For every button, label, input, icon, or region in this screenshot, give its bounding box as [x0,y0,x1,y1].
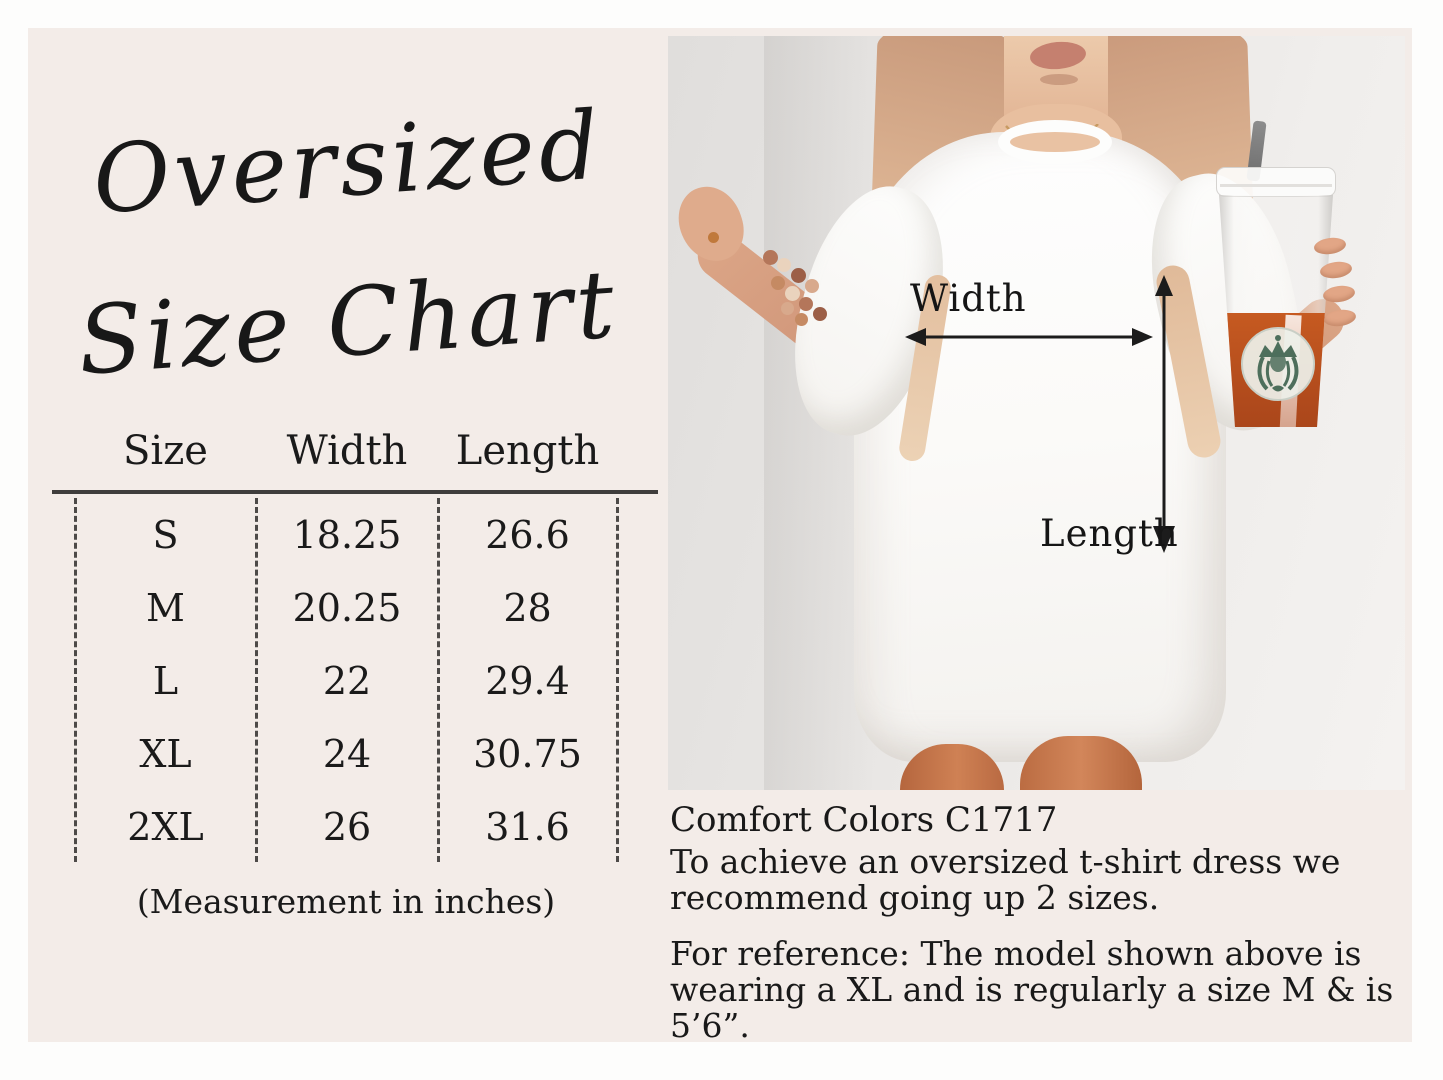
length-label: Length [1040,512,1179,555]
table-row: S 18.25 26.6 [75,498,617,571]
product-details: Comfort Colors C1717 To achieve an overs… [670,800,1406,1064]
width-label: Width [910,277,1027,320]
reference-note: For reference: The model shown above is … [670,936,1406,1044]
sizing-note-line: To achieve an oversized t-shirt dress we [670,842,1341,881]
measurement-units-note: (Measurement in inches) [136,882,556,921]
chin-shadow [1040,74,1078,85]
cell-size: L [152,658,179,703]
reference-note-line: 5’6”. [670,1006,750,1045]
table-top-rule [52,490,658,494]
column-header-width: Width [286,428,408,474]
cell-length: 28 [503,585,552,630]
size-table-body: S 18.25 26.6 M 20.25 28 L 22 29.4 XL 24 … [75,498,617,863]
reference-note-line: wearing a XL and is regularly a size M &… [670,970,1394,1009]
cell-width: 18.25 [292,512,402,557]
column-header-size: Size [123,428,208,474]
bracelet-bead [781,302,794,315]
measurement-arrows [905,275,1175,553]
cup-body [1219,195,1333,427]
table-row: XL 24 30.75 [75,717,617,790]
cell-width: 20.25 [292,585,402,630]
length-arrow [1153,275,1175,553]
bracelet-bead [771,276,785,290]
table-row: L 22 29.4 [75,644,617,717]
table-row: 2XL 26 31.6 [75,790,617,863]
cell-size: 2XL [127,804,204,849]
cell-size: S [152,512,179,557]
column-header-length: Length [455,428,600,474]
bracelet-bead [777,258,791,272]
cup-lid [1216,167,1336,197]
starbucks-siren-icon [1241,327,1315,401]
table-rule-col2 [437,498,440,862]
cup-lid-seam [1220,184,1332,187]
bracelet-bead [785,286,800,301]
ring [708,232,719,243]
sizing-note: To achieve an oversized t-shirt dress we… [670,844,1406,916]
page-title-line1: Oversized [89,91,607,236]
cell-length: 31.6 [485,804,570,849]
width-arrow [905,328,1153,346]
starbucks-cup [1216,120,1341,433]
cell-size: M [146,585,185,630]
bracelet-bead [763,250,778,265]
product-name: Comfort Colors C1717 [670,800,1058,840]
table-rule-col1 [255,498,258,862]
cell-size: XL [139,731,192,776]
sizing-note-line: recommend going up 2 sizes. [670,878,1160,917]
size-table-header: Size Width Length [75,428,617,474]
bracelet-bead [799,297,813,311]
bracelet-bead [805,279,819,293]
table-rule-right [616,498,619,862]
reference-note-line: For reference: The model shown above is [670,934,1362,973]
bracelet-bead [795,313,808,326]
cell-length: 30.75 [473,731,582,776]
cell-length: 26.6 [485,512,570,557]
bracelet-bead [813,307,827,321]
cell-width: 24 [322,731,372,776]
table-rule-left [74,498,77,862]
model-leg-right [1020,736,1142,790]
cell-length: 29.4 [485,658,570,703]
page-title-line2: Size Chart [74,250,622,397]
bracelet-bead [791,268,806,283]
content-panel: Oversized Size Chart Size Width Length S… [28,28,1412,1044]
cell-width: 26 [322,804,372,849]
cell-width: 22 [322,658,372,703]
table-row: M 20.25 28 [75,571,617,644]
model-photo: Width Length [668,36,1405,790]
